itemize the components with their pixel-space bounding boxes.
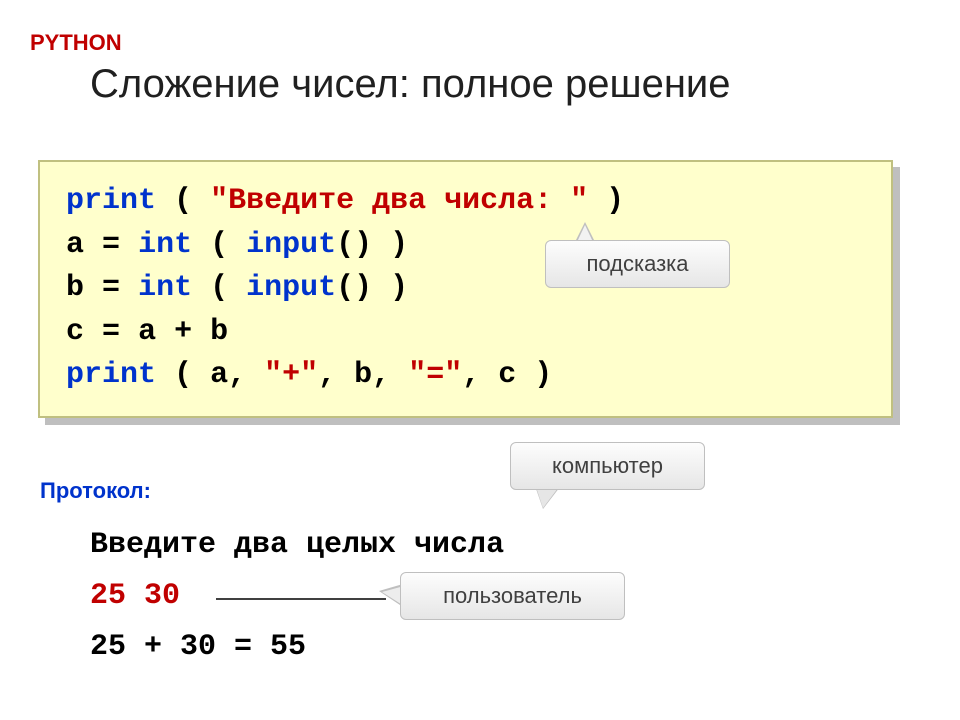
parens: () [336, 228, 372, 262]
lparen: ( [174, 184, 192, 218]
page-title: Сложение чисел: полное решение [90, 62, 731, 107]
callout-user: пользователь [400, 572, 625, 620]
keyword-print: print [66, 184, 156, 218]
code-line-1: print ( "Введите два числа: " ) [66, 180, 865, 224]
lparen: ( [210, 228, 228, 262]
code-box: print ( "Введите два числа: " ) a = int … [38, 160, 893, 418]
comma: , [228, 358, 246, 392]
var-a: a [138, 315, 156, 349]
keyword-input: input [246, 228, 336, 262]
keyword-int: int [138, 271, 192, 305]
equals: = [102, 228, 120, 262]
protocol-prompt: Введите два целых числа [90, 520, 504, 571]
callout-hint: подсказка [545, 240, 730, 288]
var-a: a [66, 228, 84, 262]
equals: = [102, 271, 120, 305]
equals: = [102, 315, 120, 349]
var-c: c [498, 358, 516, 392]
code-line-3: b = int ( input() ) [66, 267, 865, 311]
comma: , [372, 358, 390, 392]
keyword-int: int [138, 228, 192, 262]
comma: , [462, 358, 480, 392]
var-b: b [66, 271, 84, 305]
keyword-input: input [246, 271, 336, 305]
var-b: b [354, 358, 372, 392]
callout-computer: компьютер [510, 442, 705, 490]
connector-line-user [216, 598, 386, 600]
protocol-result: 25 + 30 = 55 [90, 622, 504, 673]
string-eq: "=" [408, 358, 462, 392]
rparen: ) [606, 184, 624, 218]
var-a: a [210, 358, 228, 392]
lparen: ( [174, 358, 192, 392]
string-plus: "+" [264, 358, 318, 392]
plus: + [174, 315, 192, 349]
rparen: ) [390, 228, 408, 262]
string-prompt: "Введите два числа: " [210, 184, 588, 218]
rparen: ) [534, 358, 552, 392]
code-line-4: c = a + b [66, 311, 865, 355]
code-line-2: a = int ( input() ) [66, 224, 865, 268]
lparen: ( [210, 271, 228, 305]
protocol-label: Протокол: [40, 478, 151, 504]
language-label: PYTHON [30, 30, 122, 56]
code-line-5: print ( a, "+", b, "=", c ) [66, 354, 865, 398]
rparen: ) [390, 271, 408, 305]
keyword-print: print [66, 358, 156, 392]
var-b: b [210, 315, 228, 349]
var-c: c [66, 315, 84, 349]
parens: () [336, 271, 372, 305]
comma: , [318, 358, 336, 392]
